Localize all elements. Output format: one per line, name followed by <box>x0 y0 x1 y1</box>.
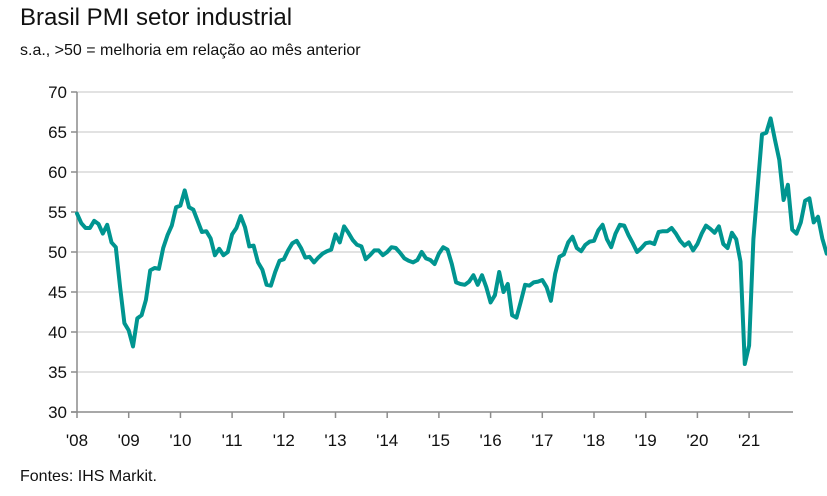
y-tick-label: 70 <box>48 83 67 102</box>
series-line-pmi <box>75 116 827 366</box>
y-tick-label: 30 <box>48 403 67 422</box>
x-tick-label: '15 <box>428 431 450 450</box>
x-tick-label: '09 <box>118 431 140 450</box>
y-axis-ticks: 30 35 40 45 50 55 60 65 70 <box>48 83 77 422</box>
chart-source: Fontes: IHS Markit. <box>20 468 157 485</box>
x-tick-label: '11 <box>222 431 243 450</box>
x-tick-label: '18 <box>583 431 605 450</box>
y-tick-label: 60 <box>48 163 67 182</box>
x-tick-label: '21 <box>738 431 760 450</box>
y-tick-label: 50 <box>48 243 67 262</box>
x-tick-label: '13 <box>324 431 346 450</box>
y-tick-label: 40 <box>48 323 67 342</box>
y-tick-label: 65 <box>48 123 67 142</box>
x-axis-ticks: '08 '09 '10 '11 '12 '13 '14 '15 '16 '17 '18 '19 '20 '… <box>66 412 760 450</box>
gridlines <box>77 91 793 373</box>
chart-subtitle: s.a., >50 = melhoria em relação ao mês a… <box>20 42 361 59</box>
x-tick-label: '12 <box>273 431 295 450</box>
y-tick-label: 35 <box>48 363 67 382</box>
x-tick-label: '08 <box>66 431 88 450</box>
y-tick-label: 45 <box>48 283 67 302</box>
x-tick-label: '19 <box>635 431 657 450</box>
x-tick-label: '17 <box>531 431 553 450</box>
chart-title: Brasil PMI setor industrial <box>20 4 293 31</box>
x-tick-label: '16 <box>480 431 502 450</box>
x-tick-label: '14 <box>376 431 398 450</box>
x-tick-label: '10 <box>169 431 191 450</box>
x-tick-label: '20 <box>686 431 708 450</box>
y-tick-label: 55 <box>48 203 67 222</box>
